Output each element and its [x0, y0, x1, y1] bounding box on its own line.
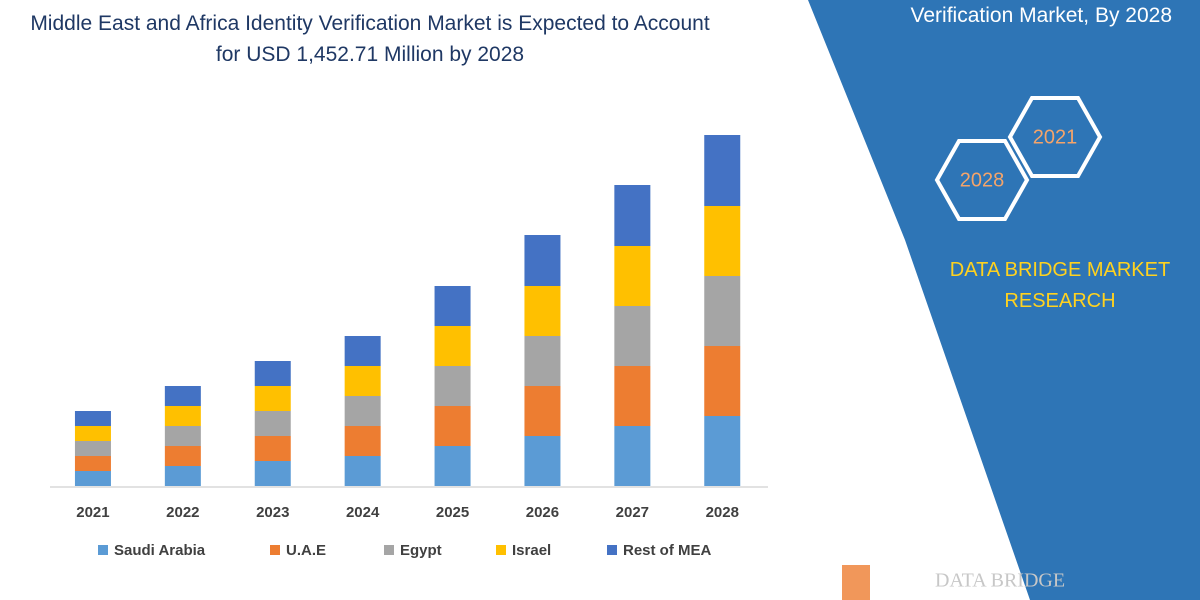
bar-segment [164, 426, 201, 446]
x-tick-label: 2026 [526, 504, 559, 521]
bar-segment [74, 441, 111, 456]
bar-segment [704, 416, 741, 486]
legend-label: Israel [512, 542, 551, 559]
bar-segment [524, 336, 561, 386]
legend-label: U.A.E [286, 542, 326, 559]
bar-segment [344, 396, 381, 426]
bar-segment [614, 246, 651, 306]
bar-segment [434, 446, 471, 486]
panel-heading: Verification Market, By 2028 [910, 4, 1172, 27]
bar-segment [524, 286, 561, 336]
bar-segment [524, 436, 561, 486]
bar-segment [614, 426, 651, 486]
bar-segment [344, 426, 381, 456]
x-tick-label: 2028 [706, 504, 739, 521]
hexagon-label: 2028 [960, 169, 1005, 191]
bar-segment [704, 206, 741, 276]
legend-swatch [384, 545, 394, 555]
bar-segment [254, 461, 291, 486]
legend-label: Egypt [400, 542, 442, 559]
x-tick-label: 2025 [436, 504, 469, 521]
bar-segment [74, 456, 111, 471]
bar-segment [614, 185, 651, 246]
bar-segment [254, 386, 291, 411]
bar-segment [164, 466, 201, 486]
bar-segment [614, 306, 651, 366]
bar-segment [344, 366, 381, 396]
bar-segment [74, 471, 111, 486]
bar-segment [434, 326, 471, 366]
x-tick-label: 2023 [256, 504, 289, 521]
side-panel [808, 0, 1200, 600]
x-tick-label: 2024 [346, 504, 380, 521]
hexagon [934, 139, 1030, 221]
bar-segment [344, 456, 381, 486]
bar-segment [704, 346, 741, 416]
bar-segment [704, 276, 741, 346]
legend-swatch [496, 545, 506, 555]
x-tick-label: 2022 [166, 504, 199, 521]
bar-segment [434, 286, 471, 326]
bar-segment [254, 436, 291, 461]
bar-segment [74, 411, 111, 426]
legend-label: Saudi Arabia [114, 542, 206, 559]
legend-label: Rest of MEA [623, 542, 712, 559]
bar-segment [344, 336, 381, 366]
plot: 2021 2022 2023 2024 2025 2026 2027 2028 Saudi Ar… [74, 135, 741, 559]
bar-segment [614, 366, 651, 426]
chart-title: Middle East and Africa Identity Verifica… [30, 12, 710, 66]
legend-swatch [607, 545, 617, 555]
logo-text: DATA BRIDGE [935, 570, 1065, 592]
bar-segment [434, 406, 471, 446]
bar-segment [434, 366, 471, 406]
brand: DATA BRIDGE MARKET RESEARCH [949, 259, 1171, 312]
legend-swatch [98, 545, 108, 555]
bar-segment [704, 135, 741, 206]
hexagon [1007, 96, 1103, 178]
bar-segment [164, 406, 201, 426]
x-tick-label: 2027 [616, 504, 649, 521]
x-tick-label: 2021 [76, 504, 109, 521]
legend-swatch [270, 545, 280, 555]
logo-mark [842, 565, 870, 600]
hexagon-label: 2021 [1033, 126, 1078, 148]
bar-segment [74, 426, 111, 441]
bar-segment [254, 361, 291, 386]
bar-segment [164, 446, 201, 466]
bar-segment [524, 386, 561, 436]
bar-segment [254, 411, 291, 436]
bar-segment [164, 386, 201, 406]
bar-segment [524, 235, 561, 286]
